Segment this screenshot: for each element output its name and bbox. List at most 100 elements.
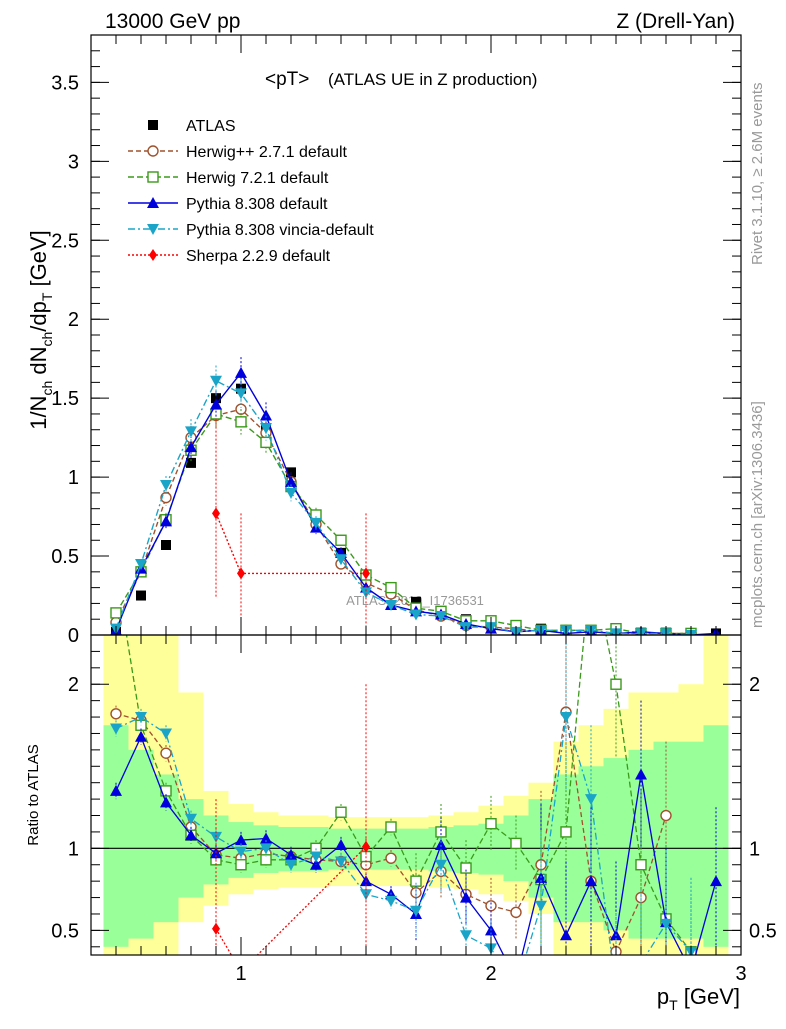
ratio-point	[560, 929, 572, 941]
ratio-point	[660, 918, 672, 930]
data-point	[211, 393, 221, 404]
x-tick-label: 3	[735, 963, 746, 985]
data-point	[110, 607, 122, 619]
ratio-y-tick-label-right: 2	[749, 674, 760, 696]
ratio-point	[710, 875, 722, 887]
legend-label: ATLAS	[186, 118, 236, 135]
ratio-point	[110, 723, 122, 735]
y-tick-label: 1.5	[51, 388, 79, 410]
ratio-y-tick-label: 2	[68, 674, 79, 696]
ratio-point	[510, 906, 522, 919]
main-title: <pT>	[265, 69, 309, 90]
legend-entry: Pythia 8.308 default	[128, 196, 328, 213]
ratio-point	[335, 839, 347, 851]
y-axis-title-top: 1/Nch dNch/dpT [GeV]	[26, 230, 55, 430]
y-tick-label: 3.5	[51, 72, 79, 94]
data-point	[360, 587, 372, 599]
ratio-point	[235, 859, 247, 871]
svg-text:pT [GeV]: pT [GeV]	[657, 984, 740, 1013]
legend-entry: Herwig 7.2.1 default	[128, 170, 329, 187]
ratio-point	[235, 834, 247, 846]
y-axis-title-bottom: Ratio to ATLAS	[25, 744, 42, 845]
data-point	[235, 388, 247, 400]
data-point	[260, 409, 272, 421]
ratio-point	[260, 854, 272, 866]
data-point	[210, 398, 222, 410]
ratio-point	[235, 846, 247, 858]
data-point	[185, 441, 197, 453]
ratio-point	[660, 809, 672, 822]
rivet-label: Rivet 3.1.10, ≥ 2.6M events	[749, 83, 766, 266]
legend-label: Herwig 7.2.1 default	[186, 170, 329, 187]
legend-label: Pythia 8.308 default	[186, 196, 328, 213]
ratio-point	[260, 832, 272, 844]
data-point	[411, 596, 421, 607]
ratio-point	[362, 840, 370, 853]
ratio-point	[110, 784, 122, 796]
legend-marker	[147, 145, 159, 157]
band-inner-bin	[128, 749, 154, 939]
ratio-line	[115, 712, 667, 954]
ratio-point	[110, 708, 122, 720]
ratio-point	[185, 813, 197, 825]
ratio-point	[560, 712, 572, 724]
ratio-point	[160, 796, 172, 808]
ratio-point	[385, 821, 397, 833]
ratio-point	[111, 564, 121, 574]
ratio-y-tick-label: 0.5	[51, 920, 79, 942]
data-point	[235, 416, 247, 428]
legend-entry: ATLAS	[148, 118, 236, 135]
ratio-point	[210, 831, 222, 843]
ratio-y-tick-label-right: 1	[749, 838, 760, 860]
ratio-point	[535, 900, 547, 912]
data-point	[385, 600, 397, 611]
ratio-y-tick-label-right: 0.5	[749, 920, 777, 942]
data-point	[435, 611, 447, 623]
y-tick-label: 2	[68, 309, 79, 331]
ratio-point	[160, 747, 172, 759]
legend-marker	[149, 249, 157, 261]
ratio-point	[485, 900, 497, 912]
band-inner-bin	[678, 741, 704, 939]
ratio-point	[585, 794, 597, 806]
legend-entry: Pythia 8.308 vincia-default	[128, 222, 374, 239]
data-point	[210, 375, 222, 387]
ratio-point	[135, 730, 147, 742]
band-inner-bin	[603, 758, 629, 931]
data-point	[385, 581, 397, 594]
ratio-point	[285, 859, 297, 871]
data-point	[285, 475, 297, 487]
legend-entry: Herwig++ 2.7.1 default	[128, 144, 348, 161]
ratio-point	[460, 862, 472, 874]
ratio-point	[485, 818, 497, 830]
data-point	[286, 467, 296, 478]
y-tick-label: 0	[68, 625, 79, 647]
ratio-point	[260, 843, 272, 855]
data-point	[235, 366, 247, 378]
legend-marker	[147, 171, 159, 183]
y-tick-label: 0.5	[51, 546, 79, 568]
ratio-point	[160, 728, 172, 740]
ratio-point	[586, 556, 596, 566]
y-tick-label: 2.5	[51, 230, 79, 252]
ratio-point	[310, 851, 322, 863]
y-tick-label: 1	[68, 467, 79, 489]
x-tick-label: 1	[235, 963, 246, 985]
x-tick-label: 2	[485, 963, 496, 985]
data-point	[136, 590, 146, 601]
ratio-point	[335, 856, 347, 868]
ratio-line	[215, 846, 367, 955]
ratio-point	[635, 768, 647, 780]
ratio-point	[360, 889, 372, 901]
ratio-point	[285, 848, 297, 860]
ratio-point	[410, 905, 422, 917]
ratio-point	[510, 974, 522, 985]
data-point	[160, 480, 172, 491]
series-square	[111, 383, 721, 635]
data-point	[310, 517, 322, 529]
ratio-point	[185, 829, 197, 841]
ratio-point	[635, 859, 647, 871]
data-point	[335, 554, 347, 566]
ratio-point	[610, 678, 622, 690]
